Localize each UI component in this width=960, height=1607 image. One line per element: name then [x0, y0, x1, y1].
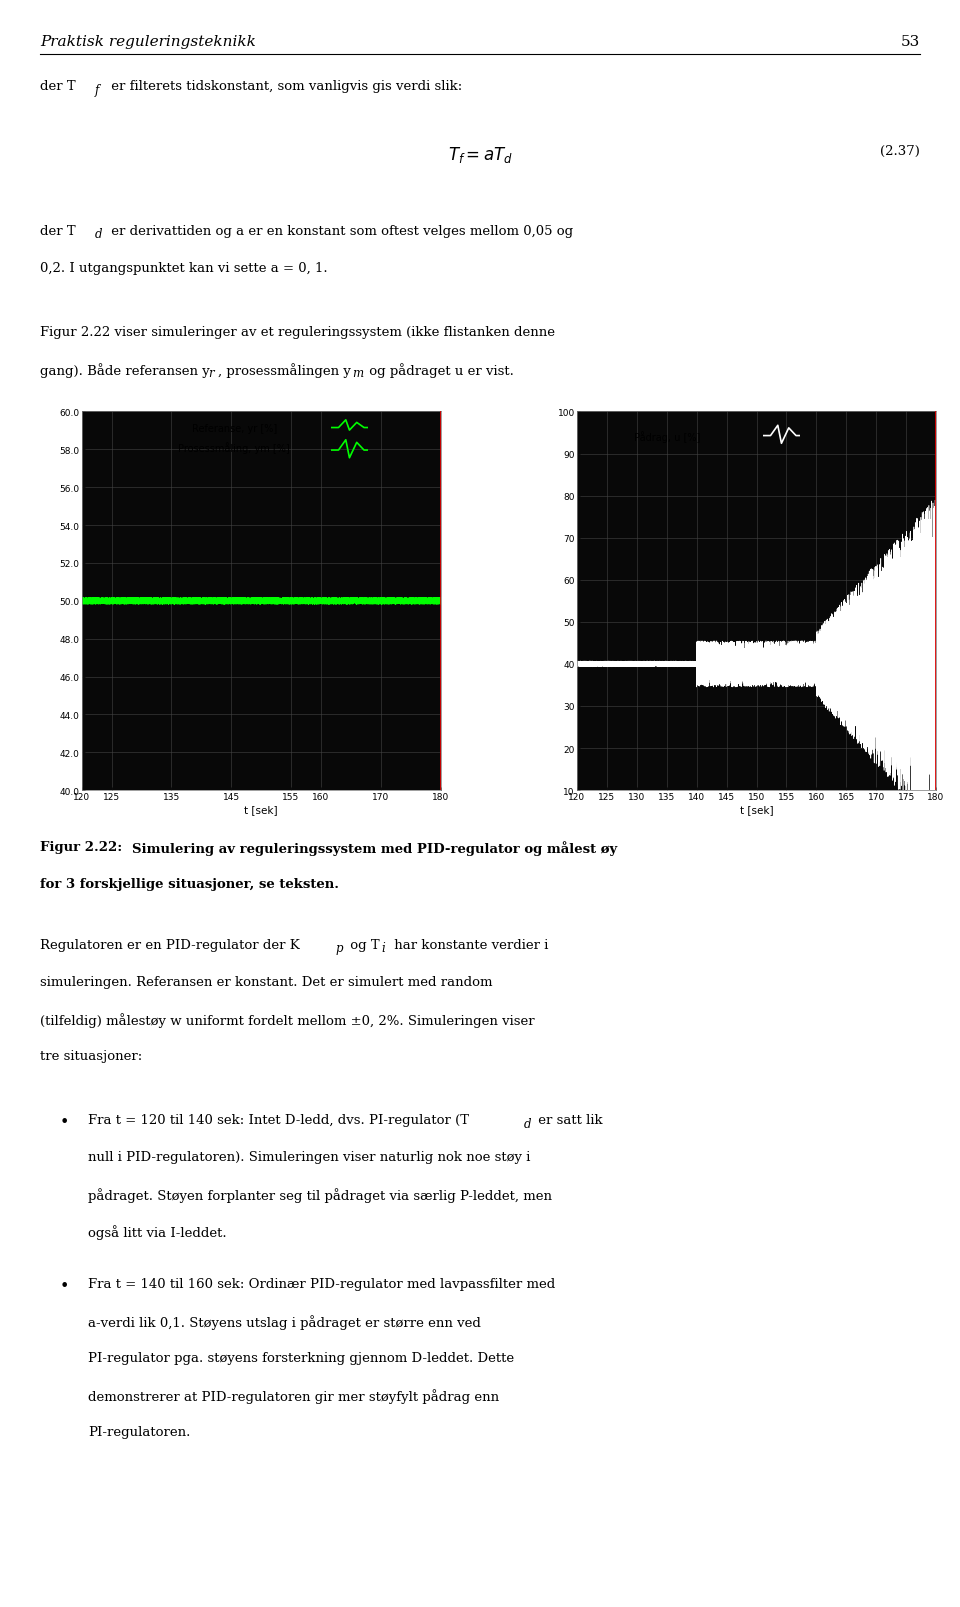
Text: Praktisk reguleringsteknikk: Praktisk reguleringsteknikk — [40, 35, 256, 50]
Text: Fra t = 120 til 140 sek: Intet D-ledd, dvs. PI-regulator (T: Fra t = 120 til 140 sek: Intet D-ledd, d… — [88, 1114, 469, 1127]
Text: tre situasjoner:: tre situasjoner: — [40, 1049, 143, 1062]
Text: Figur 2.22 viser simuleringer av et reguleringssystem (ikke flistanken denne: Figur 2.22 viser simuleringer av et regu… — [40, 326, 555, 339]
Text: •: • — [60, 1114, 69, 1131]
Text: er derivattiden og a er en konstant som oftest velges mellom 0,05 og: er derivattiden og a er en konstant som … — [107, 225, 573, 238]
Text: Pådrag, u [%]: Pådrag, u [%] — [634, 431, 700, 442]
Text: f: f — [95, 84, 100, 96]
Text: d: d — [95, 228, 103, 241]
Text: er satt lik: er satt lik — [534, 1114, 602, 1127]
X-axis label: t [sek]: t [sek] — [244, 805, 277, 815]
Text: •: • — [60, 1278, 69, 1295]
Text: p: p — [335, 942, 343, 955]
Text: og T: og T — [346, 938, 379, 951]
Text: og pådraget u er vist.: og pådraget u er vist. — [365, 363, 514, 378]
Text: 0,2. I utgangspunktet kan vi sette a = 0, 1.: 0,2. I utgangspunktet kan vi sette a = 0… — [40, 262, 328, 275]
Text: m: m — [352, 366, 364, 379]
Text: også litt via I-leddet.: også litt via I-leddet. — [88, 1225, 227, 1239]
X-axis label: t [sek]: t [sek] — [740, 805, 774, 815]
Text: gang). Både referansen y: gang). Både referansen y — [40, 363, 210, 378]
Text: $T_f = aT_d$: $T_f = aT_d$ — [447, 145, 513, 164]
Text: pådraget. Støyen forplanter seg til pådraget via særlig P-leddet, men: pådraget. Støyen forplanter seg til pådr… — [88, 1188, 552, 1202]
Text: Simulering av reguleringssystem med PID-regulator og målest øy: Simulering av reguleringssystem med PID-… — [132, 840, 616, 855]
Text: PI-regulatoren.: PI-regulatoren. — [88, 1425, 191, 1438]
Text: (2.37): (2.37) — [879, 145, 920, 157]
Text: har konstante verdier i: har konstante verdier i — [390, 938, 548, 951]
Text: demonstrerer at PID-regulatoren gir mer støyfylt pådrag enn: demonstrerer at PID-regulatoren gir mer … — [88, 1388, 499, 1403]
Text: der T: der T — [40, 225, 76, 238]
Text: for 3 forskjellige situasjoner, se teksten.: for 3 forskjellige situasjoner, se tekst… — [40, 877, 339, 890]
Text: r: r — [208, 366, 214, 379]
Text: Referanse, yr [%]: Referanse, yr [%] — [192, 423, 277, 434]
Text: 53: 53 — [900, 35, 920, 50]
Text: null i PID-regulatoren). Simuleringen viser naturlig nok noe støy i: null i PID-regulatoren). Simuleringen vi… — [88, 1151, 531, 1163]
Text: Figur 2.22:: Figur 2.22: — [40, 840, 123, 853]
Text: der T: der T — [40, 80, 76, 93]
Text: a-verdi lik 0,1. Støyens utslag i pådraget er større enn ved: a-verdi lik 0,1. Støyens utslag i pådrag… — [88, 1315, 481, 1329]
Text: PI-regulator pga. støyens forsterkning gjennom D-leddet. Dette: PI-regulator pga. støyens forsterkning g… — [88, 1351, 515, 1364]
Text: d: d — [524, 1117, 532, 1130]
Text: Regulatoren er en PID-regulator der K: Regulatoren er en PID-regulator der K — [40, 938, 300, 951]
Text: i: i — [381, 942, 385, 955]
Text: er filterets tidskonstant, som vanligvis gis verdi slik:: er filterets tidskonstant, som vanligvis… — [107, 80, 462, 93]
Text: Prosessmåling, ym [%]: Prosessmåling, ym [%] — [178, 442, 289, 453]
Text: , prosessmålingen y: , prosessmålingen y — [218, 363, 350, 378]
Text: simuleringen. Referansen er konstant. Det er simulert med random: simuleringen. Referansen er konstant. De… — [40, 975, 492, 988]
Text: Fra t = 140 til 160 sek: Ordinær PID-regulator med lavpassfilter med: Fra t = 140 til 160 sek: Ordinær PID-reg… — [88, 1278, 556, 1290]
Text: (tilfeldig) målestøy w uniformt fordelt mellom ±0, 2%. Simuleringen viser: (tilfeldig) målestøy w uniformt fordelt … — [40, 1012, 535, 1027]
